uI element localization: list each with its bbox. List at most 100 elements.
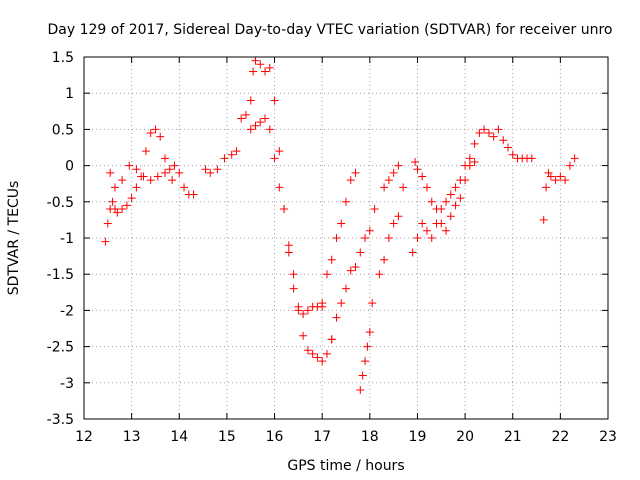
- data-point: [437, 219, 446, 228]
- x-tick-label: 16: [266, 429, 284, 445]
- data-point: [556, 172, 565, 181]
- x-tick-label: 22: [551, 429, 569, 445]
- x-tick-label: 13: [123, 429, 141, 445]
- data-point: [180, 183, 189, 192]
- data-point: [363, 342, 372, 351]
- data-point: [118, 176, 127, 185]
- data-point: [337, 219, 346, 228]
- series-arc-2: [106, 161, 177, 192]
- data-point: [132, 165, 141, 174]
- data-point: [246, 96, 255, 105]
- series-arc-9: [380, 161, 408, 192]
- data-point: [375, 270, 384, 279]
- x-tick-label: 19: [409, 429, 427, 445]
- x-tick-label: 20: [456, 429, 474, 445]
- data-point: [346, 176, 355, 185]
- y-tick-label: -3.5: [47, 412, 74, 428]
- x-tick-label: 21: [504, 429, 522, 445]
- y-tick-label: 1.5: [52, 50, 74, 66]
- data-point: [175, 168, 184, 177]
- data-point: [265, 125, 274, 134]
- data-point: [422, 183, 431, 192]
- data-point: [280, 205, 289, 214]
- data-point: [118, 205, 127, 214]
- x-tick-label: 17: [313, 429, 331, 445]
- data-point: [141, 147, 150, 156]
- data-point: [484, 129, 493, 138]
- data-point: [446, 190, 455, 199]
- data-point: [299, 310, 308, 319]
- data-point: [337, 299, 346, 308]
- data-point: [411, 157, 420, 166]
- data-point: [380, 183, 389, 192]
- data-point: [249, 67, 258, 76]
- data-point: [270, 96, 279, 105]
- data-point: [213, 165, 222, 174]
- data-point: [261, 114, 270, 123]
- data-point: [546, 172, 555, 181]
- data-point: [332, 234, 341, 242]
- data-point: [270, 154, 279, 163]
- data-point: [322, 270, 331, 279]
- data-point: [475, 129, 484, 138]
- data-point: [408, 248, 417, 257]
- data-point: [303, 306, 312, 315]
- data-point: [151, 125, 160, 134]
- data-point: [351, 168, 360, 177]
- data-point: [565, 161, 574, 170]
- data-point: [494, 125, 503, 134]
- data-point: [465, 154, 474, 163]
- data-point: [299, 331, 308, 340]
- data-point: [232, 147, 241, 156]
- data-point: [227, 150, 236, 159]
- data-point: [189, 190, 198, 199]
- data-point: [418, 219, 427, 228]
- x-tick-label: 18: [361, 429, 379, 445]
- data-point: [168, 176, 177, 185]
- data-point: [432, 205, 441, 214]
- chart-title: Day 129 of 2017, Sidereal Day-to-day VTE…: [48, 22, 613, 38]
- data-point: [418, 172, 427, 181]
- data-point: [284, 241, 293, 250]
- data-point: [251, 56, 260, 65]
- data-point: [160, 168, 169, 177]
- data-point: [342, 284, 350, 293]
- data-point: [289, 270, 298, 279]
- data-point: [384, 234, 393, 242]
- data-point: [442, 197, 451, 206]
- data-points: [101, 56, 579, 395]
- data-point: [380, 255, 389, 264]
- y-tick-label: -1: [60, 231, 74, 247]
- data-point: [465, 161, 474, 170]
- data-point: [201, 165, 210, 174]
- data-point: [542, 183, 551, 192]
- data-point: [108, 197, 117, 206]
- axis-ticks: 12 13 14 15 16 17 18 19 20 21 22 23 1.5 1 0.5 0 -0.5 -1 -1…: [47, 50, 617, 445]
- data-point: [356, 248, 365, 257]
- y-tick-label: -2.5: [47, 340, 74, 356]
- series-arc-1: [101, 125, 198, 246]
- data-point: [561, 176, 570, 185]
- data-point: [361, 357, 370, 366]
- data-point: [503, 143, 512, 152]
- data-point: [413, 165, 422, 174]
- data-point: [413, 234, 422, 242]
- series-arc-7: [356, 299, 377, 395]
- data-point: [470, 157, 479, 166]
- data-point: [527, 154, 536, 163]
- y-tick-label: -2: [60, 303, 74, 319]
- data-point: [318, 299, 327, 308]
- data-point: [251, 121, 260, 130]
- x-axis-label: GPS time / hours: [287, 458, 404, 474]
- data-point: [489, 132, 498, 141]
- data-point: [551, 176, 560, 185]
- data-point: [265, 63, 274, 72]
- data-point: [261, 67, 270, 76]
- data-point: [237, 114, 246, 123]
- data-point: [103, 219, 112, 228]
- series-arc-8: [375, 212, 403, 279]
- data-point: [127, 194, 136, 203]
- data-point: [303, 346, 312, 355]
